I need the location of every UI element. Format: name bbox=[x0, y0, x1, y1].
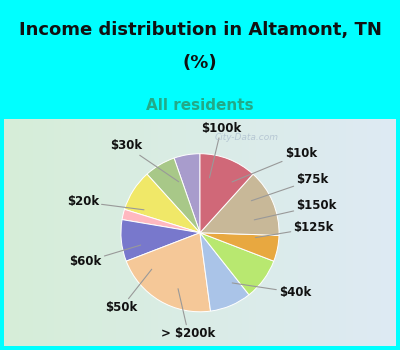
Text: $20k: $20k bbox=[67, 195, 144, 210]
Text: > $200k: > $200k bbox=[161, 289, 216, 341]
Text: $50k: $50k bbox=[105, 269, 152, 314]
Wedge shape bbox=[174, 154, 200, 233]
Text: $10k: $10k bbox=[232, 147, 317, 182]
Text: All residents: All residents bbox=[146, 98, 254, 113]
Wedge shape bbox=[200, 233, 249, 311]
Wedge shape bbox=[121, 219, 200, 261]
Wedge shape bbox=[122, 209, 200, 233]
Text: $150k: $150k bbox=[254, 199, 337, 220]
Wedge shape bbox=[200, 174, 279, 236]
Text: $30k: $30k bbox=[110, 140, 179, 182]
Wedge shape bbox=[124, 174, 200, 233]
Text: (%): (%) bbox=[183, 54, 217, 71]
Text: City-Data.com: City-Data.com bbox=[215, 133, 279, 142]
Wedge shape bbox=[147, 158, 200, 233]
Wedge shape bbox=[200, 154, 253, 233]
Text: Income distribution in Altamont, TN: Income distribution in Altamont, TN bbox=[18, 21, 382, 40]
Wedge shape bbox=[126, 233, 210, 312]
Text: $100k: $100k bbox=[201, 122, 241, 178]
Text: $75k: $75k bbox=[251, 173, 329, 201]
Text: $40k: $40k bbox=[232, 283, 311, 299]
Wedge shape bbox=[200, 233, 279, 261]
Text: $60k: $60k bbox=[70, 245, 141, 268]
Text: $125k: $125k bbox=[256, 222, 334, 238]
Wedge shape bbox=[200, 233, 274, 295]
